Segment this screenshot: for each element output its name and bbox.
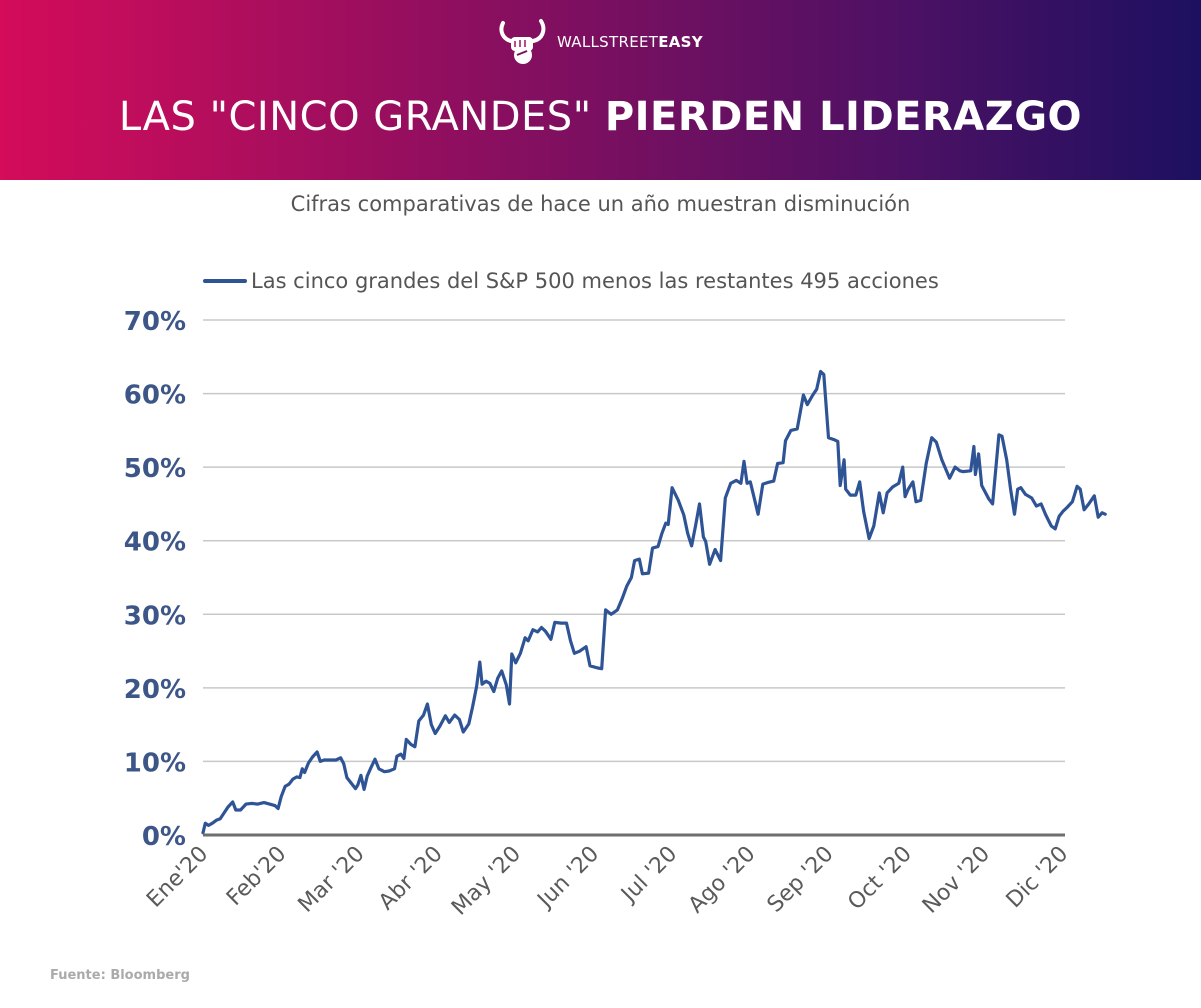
x-tick-label: Mar '20 — [294, 842, 370, 918]
brand-name-bold: EASY — [658, 33, 703, 51]
title-light: LAS "CINCO GRANDES" — [118, 94, 592, 140]
x-tick-label: Oct '20 — [843, 842, 917, 916]
source-note: Fuente: Bloomberg — [50, 968, 190, 983]
x-tick-label: May '20 — [447, 842, 526, 921]
gridlines — [203, 319, 1065, 763]
y-tick-label: 70% — [124, 307, 186, 337]
y-tick-label: 30% — [124, 601, 186, 631]
series-line — [201, 369, 1107, 835]
title-bold: PIERDEN LIDERAZGO — [604, 94, 1083, 140]
chart-subtitle: Cifras comparativas de hace un año muest… — [290, 192, 911, 216]
legend-label: Las cinco grandes del S&P 500 menos las … — [251, 269, 939, 293]
y-tick-label: 50% — [124, 454, 186, 484]
legend-swatch — [203, 279, 247, 283]
y-axis-ticks: 0% 10% 20% 30% 40% 50% 60% 70% — [124, 307, 186, 852]
x-tick-label: Jul '20 — [615, 842, 682, 909]
brand-logo: WALLSTREETEASY — [497, 16, 703, 68]
x-tick-label: Sep '20 — [763, 842, 839, 918]
brand-name-light: WALLSTREET — [557, 33, 659, 51]
x-tick-label: Jun '20 — [532, 842, 604, 914]
header-banner: WALLSTREETEASY LAS "CINCO GRANDES" PIERD… — [0, 0, 1201, 180]
x-tick-label: Ene'20 — [142, 842, 213, 913]
chart-legend: Las cinco grandes del S&P 500 menos las … — [203, 269, 939, 293]
x-tick-label: Nov '20 — [918, 842, 995, 919]
bull-fist-icon — [499, 19, 546, 64]
y-tick-label: 0% — [142, 822, 186, 852]
y-tick-label: 20% — [124, 675, 186, 705]
y-tick-label: 10% — [124, 748, 186, 778]
x-tick-label: Ago '20 — [684, 842, 761, 919]
page-title: LAS "CINCO GRANDES" PIERDEN LIDERAZGO — [0, 94, 1201, 140]
y-tick-label: 60% — [124, 381, 186, 411]
x-tick-label: Feb'20 — [222, 842, 291, 911]
x-tick-label: Abr '20 — [374, 842, 448, 916]
y-tick-label: 40% — [124, 528, 186, 558]
x-tick-label: Dic '20 — [1002, 842, 1074, 914]
brand-name: WALLSTREETEASY — [557, 33, 703, 51]
x-axis-ticks: Ene'20 Feb'20 Mar '20 Abr '20 May '20 Jun '20… — [142, 842, 1073, 921]
